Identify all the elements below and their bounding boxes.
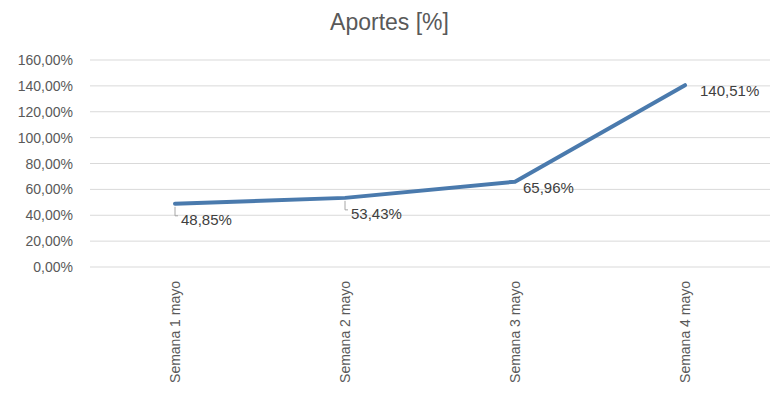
y-tick-label: 40,00% xyxy=(26,207,73,223)
x-tick-label: Semana 4 mayo xyxy=(677,281,693,383)
label-leader xyxy=(175,207,178,216)
y-tick-label: 0,00% xyxy=(33,259,73,275)
data-label: 48,85% xyxy=(181,211,232,228)
chart-svg: Aportes [%] 0,00% 20,00% 40,00% 60,00% 80,00%… xyxy=(0,0,779,419)
label-leader xyxy=(345,201,348,210)
grid-line xyxy=(90,137,770,138)
grid-line xyxy=(90,60,770,61)
chart-container: Aportes [%] 0,00% 20,00% 40,00% 60,00% 80,00%… xyxy=(0,0,779,419)
y-tick-label: 160,00% xyxy=(18,52,73,68)
y-tick-label: 100,00% xyxy=(18,130,73,146)
y-tick-label: 80,00% xyxy=(26,156,73,172)
data-label: 140,51% xyxy=(700,82,759,99)
x-tick-label: Semana 2 mayo xyxy=(337,281,353,383)
grid-line xyxy=(90,163,770,164)
data-line xyxy=(175,85,685,204)
grid-line xyxy=(90,85,770,86)
grid-line xyxy=(90,111,770,112)
y-tick-label: 60,00% xyxy=(26,181,73,197)
y-tick-label: 20,00% xyxy=(26,233,73,249)
grid xyxy=(90,60,770,267)
y-tick-label: 120,00% xyxy=(18,104,73,120)
data-group xyxy=(175,85,685,204)
x-tick-label: Semana 1 mayo xyxy=(167,281,183,383)
grid-line xyxy=(90,267,770,268)
data-label: 65,96% xyxy=(523,179,574,196)
chart-title: Aportes [%] xyxy=(330,9,449,35)
data-label: 53,43% xyxy=(351,205,402,222)
grid-line xyxy=(90,241,770,242)
x-tick-label: Semana 3 mayo xyxy=(507,281,523,383)
y-tick-label: 140,00% xyxy=(18,78,73,94)
